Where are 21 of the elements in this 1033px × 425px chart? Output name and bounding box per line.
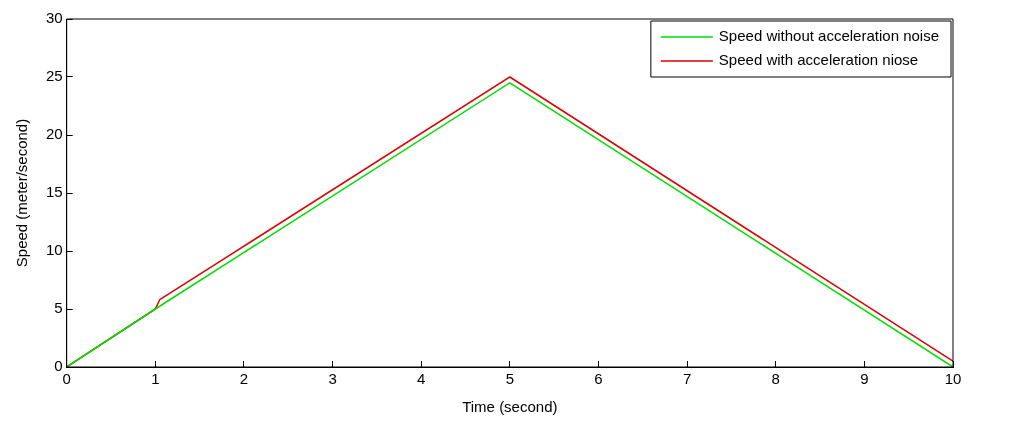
y-axis-title: Speed (meter/second) [13,118,31,268]
x-axis-title: Time (second) [462,398,558,416]
y-tick-label: 20 [46,125,63,143]
y-tick-label: 30 [46,9,63,27]
y-tick-label: 10 [46,241,63,259]
legend-label: Speed without acceleration noise [718,27,940,45]
x-tick-label: 5 [505,370,515,388]
x-tick-label: 4 [417,370,426,388]
x-tick-label: 2 [239,370,249,388]
x-tick-label: 9 [860,370,869,388]
y-tick-label: 15 [46,183,63,201]
legend-label: Speed with acceleration niose [718,51,919,69]
x-tick-label: 3 [328,370,337,388]
y-tick-label: 0 [54,357,63,375]
x-tick-label: 10 [944,370,962,388]
x-tick-label: 8 [771,370,780,388]
y-tick-label: 5 [54,299,63,317]
x-tick-label: 1 [151,370,160,388]
x-tick-label: 7 [682,370,692,388]
y-tick-label: 25 [46,67,63,85]
x-tick-label: 6 [594,370,603,388]
